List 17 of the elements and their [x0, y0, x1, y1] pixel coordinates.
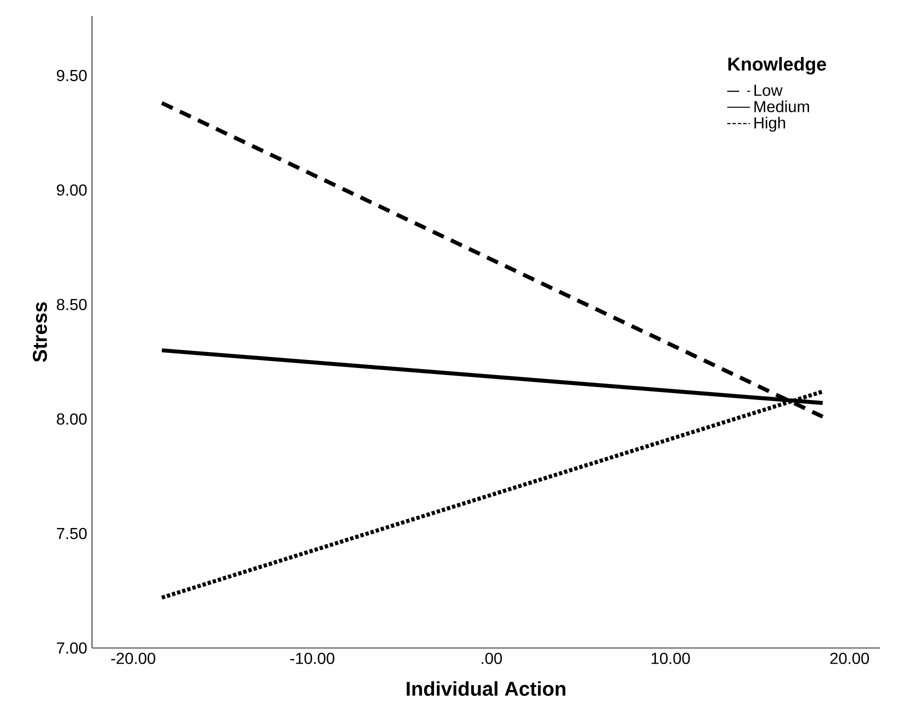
x-tick-label: 20.00 — [830, 652, 869, 664]
legend-label: Medium — [754, 100, 810, 112]
y-tick-label: 8.00 — [56, 413, 87, 425]
y-tick-label: 7.50 — [56, 528, 87, 540]
x-tick-label: -20.00 — [111, 652, 156, 664]
x-tick-label: .00 — [482, 652, 502, 664]
x-tick-label: -10.00 — [290, 652, 334, 664]
y-tick-label: 8.50 — [56, 298, 87, 310]
y-tick-label: 7.00 — [56, 642, 87, 654]
legend-label: Low — [754, 84, 783, 96]
legend-label: High — [754, 116, 786, 132]
x-axis-title: Individual Action — [406, 681, 566, 696]
legend-title: Knowledge — [728, 57, 826, 74]
y-tick-label: 9.00 — [56, 184, 87, 196]
y-tick-label: 9.50 — [56, 70, 87, 82]
x-tick-label: 10.00 — [652, 652, 690, 664]
y-axis-title: Stress — [32, 302, 47, 362]
